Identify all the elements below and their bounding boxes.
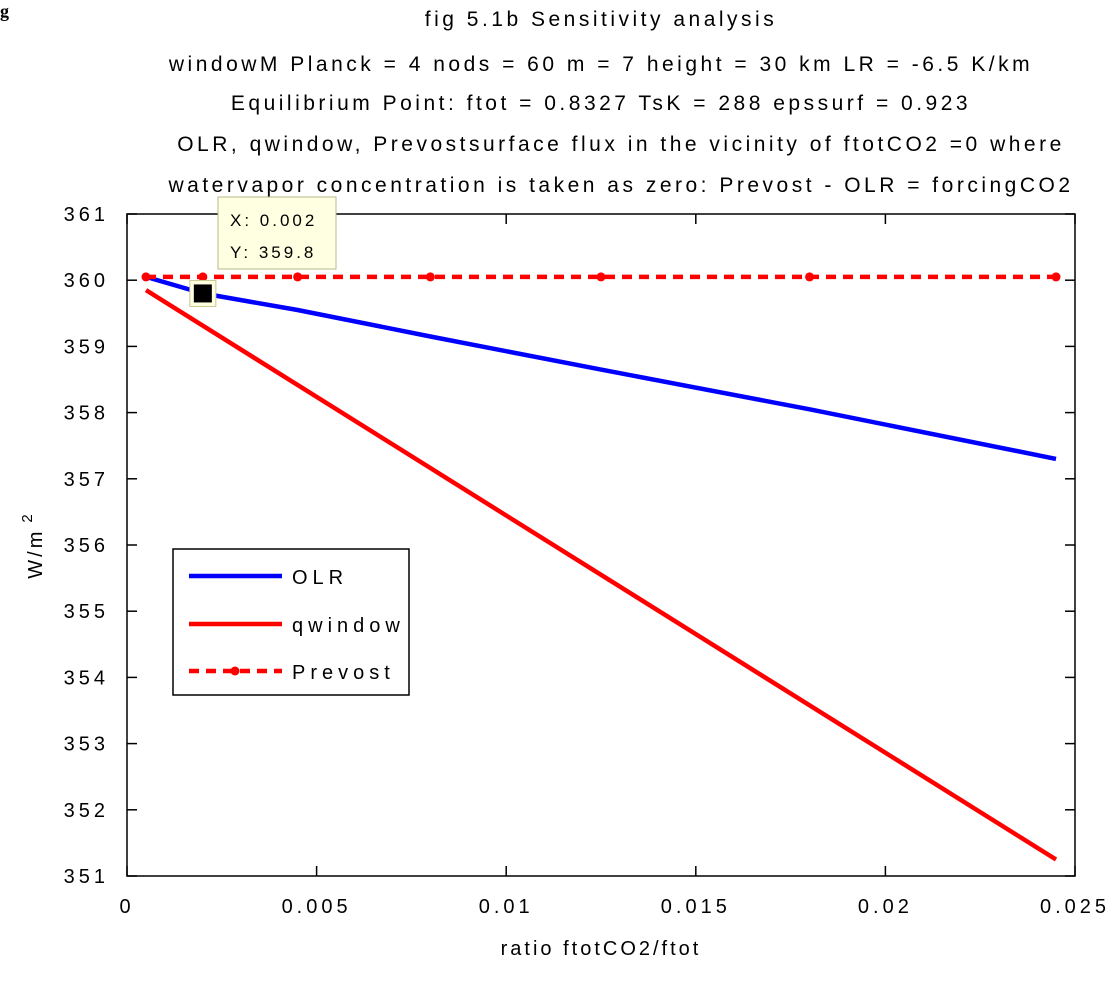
y-axis-label-group: W/m 2 bbox=[19, 511, 47, 578]
y-axis-label-superscript: 2 bbox=[19, 511, 36, 522]
legend-label-olr: OLR bbox=[292, 567, 348, 589]
data-point-prevost bbox=[1051, 272, 1061, 282]
y-tick-label: 356 bbox=[64, 535, 109, 557]
legend: OLR qwindow Prevost bbox=[172, 548, 410, 696]
y-tick-label: 353 bbox=[64, 734, 109, 756]
series-line-qwindow bbox=[144, 288, 1058, 862]
y-tick-label: 360 bbox=[64, 270, 109, 292]
x-tick-label: 0.025 bbox=[1040, 896, 1110, 918]
title-line-4: OLR, qwindow, Prevostsurface flux in the… bbox=[177, 133, 1065, 156]
plot-area bbox=[126, 213, 1076, 877]
data-point-prevost bbox=[596, 272, 606, 282]
title-line-3: Equilibrium Point: ftot = 0.8327 TsK = 2… bbox=[231, 92, 971, 115]
x-tick-label: 0.005 bbox=[282, 896, 352, 918]
title-line-1: fig 5.1b Sensitivity analysis bbox=[425, 8, 777, 31]
y-tick-label: 352 bbox=[64, 800, 109, 822]
y-tick-label: 357 bbox=[64, 469, 109, 491]
x-axis: 0 0.005 0.01 0.015 0.02 0.025 bbox=[119, 214, 1110, 918]
datatip-marker-core[interactable] bbox=[193, 284, 212, 303]
datatip[interactable]: X: 0.002 Y: 359.8 bbox=[189, 196, 337, 307]
corner-fragment: g bbox=[0, 1, 9, 21]
datatip-x-text: X: 0.002 bbox=[230, 211, 317, 230]
data-point-prevost bbox=[141, 272, 151, 282]
x-tick-label: 0.01 bbox=[479, 896, 534, 918]
data-point-prevost bbox=[198, 272, 208, 282]
y-tick-label: 361 bbox=[64, 204, 109, 226]
title-line-2: windowM Planck = 4 nods = 60 m = 7 heigh… bbox=[168, 53, 1033, 76]
datatip-box bbox=[217, 196, 337, 270]
title-line-5: watervapor concentration is taken as zer… bbox=[167, 174, 1073, 197]
y-tick-label: 354 bbox=[64, 667, 109, 689]
x-axis-label: ratio ftotCO2/ftot bbox=[501, 938, 702, 960]
data-point-prevost bbox=[425, 272, 435, 282]
legend-label-prevost: Prevost bbox=[292, 662, 395, 684]
x-tick-label: 0.02 bbox=[858, 896, 913, 918]
y-axis-label-main: W/m bbox=[25, 529, 47, 579]
chart-title: fig 5.1b Sensitivity analysis windowM Pla… bbox=[167, 8, 1073, 197]
y-tick-label: 358 bbox=[64, 403, 109, 425]
y-tick-label: 351 bbox=[64, 866, 109, 888]
legend-label-qwindow: qwindow bbox=[292, 615, 405, 637]
y-axis-label: W/m 2 bbox=[19, 511, 47, 578]
y-axis: 351 352 353 354 355 356 357 358 359 360 361 bbox=[64, 204, 1075, 888]
x-tick-label: 0.015 bbox=[661, 896, 731, 918]
y-tick-label: 355 bbox=[64, 601, 109, 623]
datatip-y-text: Y: 359.8 bbox=[230, 243, 316, 262]
x-tick-label: 0 bbox=[119, 896, 134, 918]
data-point-prevost bbox=[805, 272, 815, 282]
legend-items: OLR qwindow Prevost bbox=[189, 567, 405, 684]
y-tick-label: 359 bbox=[64, 336, 109, 358]
legend-marker-prevost bbox=[230, 666, 240, 676]
data-point-prevost bbox=[293, 272, 303, 282]
